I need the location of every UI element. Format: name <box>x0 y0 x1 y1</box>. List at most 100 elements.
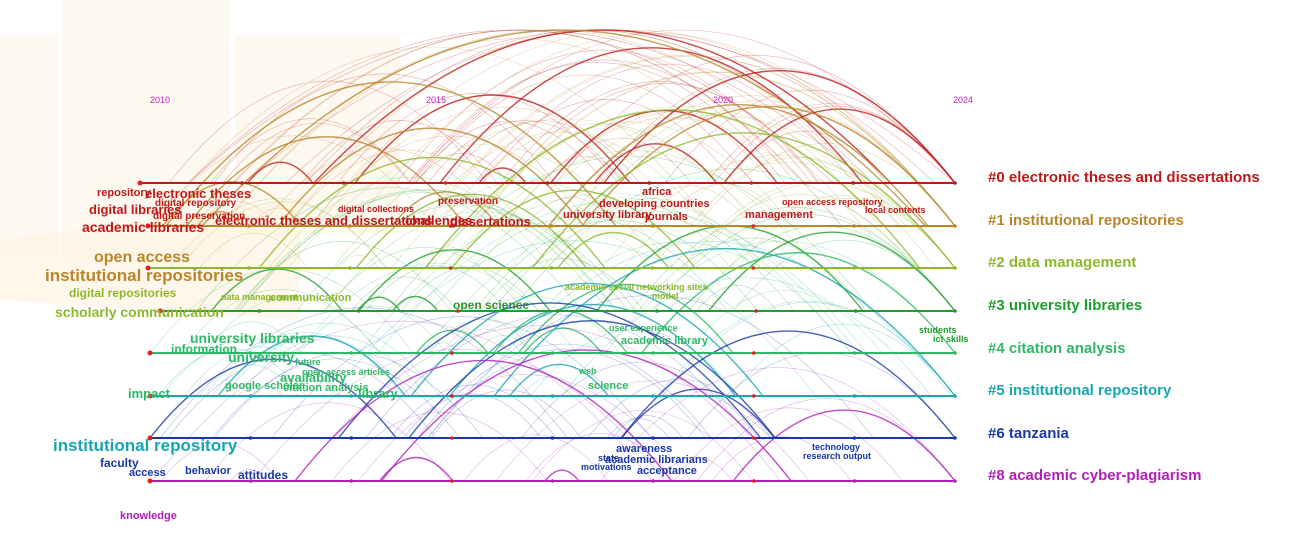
keyword-label: electronic theses and dissertations <box>215 213 433 228</box>
co-occurrence-arc <box>427 295 874 439</box>
year-label: 2024 <box>953 95 974 105</box>
keyword-node <box>953 266 957 270</box>
cluster-label: #0 electronic theses and dissertations <box>988 169 1260 186</box>
keyword-node <box>650 224 655 228</box>
co-occurrence-arc <box>517 283 734 354</box>
co-occurrence-arc <box>696 285 778 312</box>
co-occurrence-arc <box>510 197 731 269</box>
keyword-label: university libraries <box>190 330 315 346</box>
keyword-label: open access articles <box>302 367 391 377</box>
co-occurrence-arc <box>355 193 588 269</box>
co-occurrence-arc <box>732 409 956 482</box>
co-occurrence-arc <box>641 252 956 354</box>
co-occurrence-arc <box>420 54 956 227</box>
co-occurrence-arc <box>729 323 956 397</box>
keyword-label: data management <box>221 292 298 302</box>
keyword-label: user experience <box>609 323 678 333</box>
co-occurrence-arc <box>210 268 343 312</box>
co-occurrence-arc <box>503 241 852 354</box>
keyword-node <box>752 394 756 398</box>
co-occurrence-arc <box>202 321 301 354</box>
co-occurrence-arc <box>402 393 542 439</box>
co-occurrence-arc <box>238 335 428 397</box>
co-occurrence-arc <box>195 187 583 312</box>
keyword-node <box>248 394 253 398</box>
co-occurrence-arc <box>728 195 956 269</box>
co-occurrence-arc <box>502 117 842 227</box>
co-occurrence-arc <box>235 189 616 312</box>
co-occurrence-arc <box>288 144 675 269</box>
keyword-label: digital repository <box>155 198 237 209</box>
co-occurrence-arc <box>338 254 380 269</box>
co-occurrence-arc <box>233 241 452 312</box>
co-occurrence-arc <box>196 211 243 227</box>
keyword-node <box>953 479 957 483</box>
co-occurrence-arc <box>437 123 758 227</box>
keyword-node <box>751 266 756 270</box>
keyword-label: open access repository <box>782 197 883 207</box>
keyword-node <box>448 224 453 228</box>
keyword-label: model <box>652 291 679 301</box>
keyword-label: developing countries <box>599 198 710 210</box>
co-occurrence-arc <box>606 417 670 439</box>
keyword-node <box>852 436 857 440</box>
co-occurrence-arc <box>736 197 956 269</box>
co-occurrence-arc <box>510 168 956 312</box>
cluster-label: #5 institutional repository <box>988 382 1172 399</box>
co-occurrence-arc <box>733 239 956 312</box>
keyword-node <box>953 394 957 398</box>
keyword-label: challenges <box>405 213 473 228</box>
keyword-label: motivations <box>581 462 632 472</box>
co-occurrence-arc <box>233 29 806 184</box>
co-occurrence-arc <box>475 335 532 354</box>
co-occurrence-arc <box>673 407 903 482</box>
keyword-node <box>651 479 655 483</box>
keyword-label: students <box>919 325 957 335</box>
co-occurrence-arc <box>271 316 652 439</box>
keyword-node <box>953 436 957 440</box>
co-occurrence-arc <box>389 384 557 439</box>
keyword-node <box>749 181 754 185</box>
cluster-label: #8 academic cyber-plagiarism <box>988 467 1202 484</box>
keyword-node <box>655 309 659 313</box>
co-occurrence-arc <box>463 434 609 482</box>
keyword-node <box>349 394 354 398</box>
co-occurrence-arc <box>555 55 956 184</box>
co-occurrence-arc <box>408 320 776 439</box>
keyword-label: impact <box>128 386 170 401</box>
co-occurrence-arc <box>417 343 712 439</box>
keyword-label: university library <box>563 209 652 221</box>
co-occurrence-arc <box>332 118 799 269</box>
co-occurrence-arc <box>711 436 852 482</box>
keyword-node <box>342 181 346 185</box>
co-occurrence-arc <box>630 207 956 312</box>
co-occurrence-arc <box>392 295 439 312</box>
co-occurrence-arc <box>151 135 435 227</box>
keyword-node <box>754 309 759 313</box>
co-occurrence-arc <box>377 201 852 354</box>
co-occurrence-arc <box>525 196 617 227</box>
keyword-label: open science <box>453 298 530 312</box>
keyword-node <box>549 224 554 228</box>
co-occurrence-arc <box>415 329 489 354</box>
keyword-label: awareness <box>616 443 673 455</box>
cluster-label: #4 citation analysis <box>988 340 1126 357</box>
keyword-nodes <box>137 180 957 484</box>
co-occurrence-arc <box>287 150 525 227</box>
keyword-node <box>450 351 454 355</box>
co-occurrence-arc <box>423 55 956 227</box>
co-occurrence-arc <box>169 198 387 269</box>
co-occurrence-arc <box>351 276 459 312</box>
cluster-label: #3 university libraries <box>988 297 1143 314</box>
co-occurrence-arc <box>205 402 451 482</box>
co-occurrence-arc <box>152 321 653 482</box>
keyword-node <box>147 350 153 356</box>
keyword-node <box>348 224 352 228</box>
co-occurrence-arc <box>260 148 504 227</box>
keyword-label: local contents <box>865 205 926 215</box>
keyword-node <box>137 180 143 186</box>
background-glow <box>0 200 300 320</box>
keyword-node <box>257 309 262 313</box>
co-occurrence-arc <box>430 106 937 269</box>
co-occurrence-arc <box>285 29 936 184</box>
